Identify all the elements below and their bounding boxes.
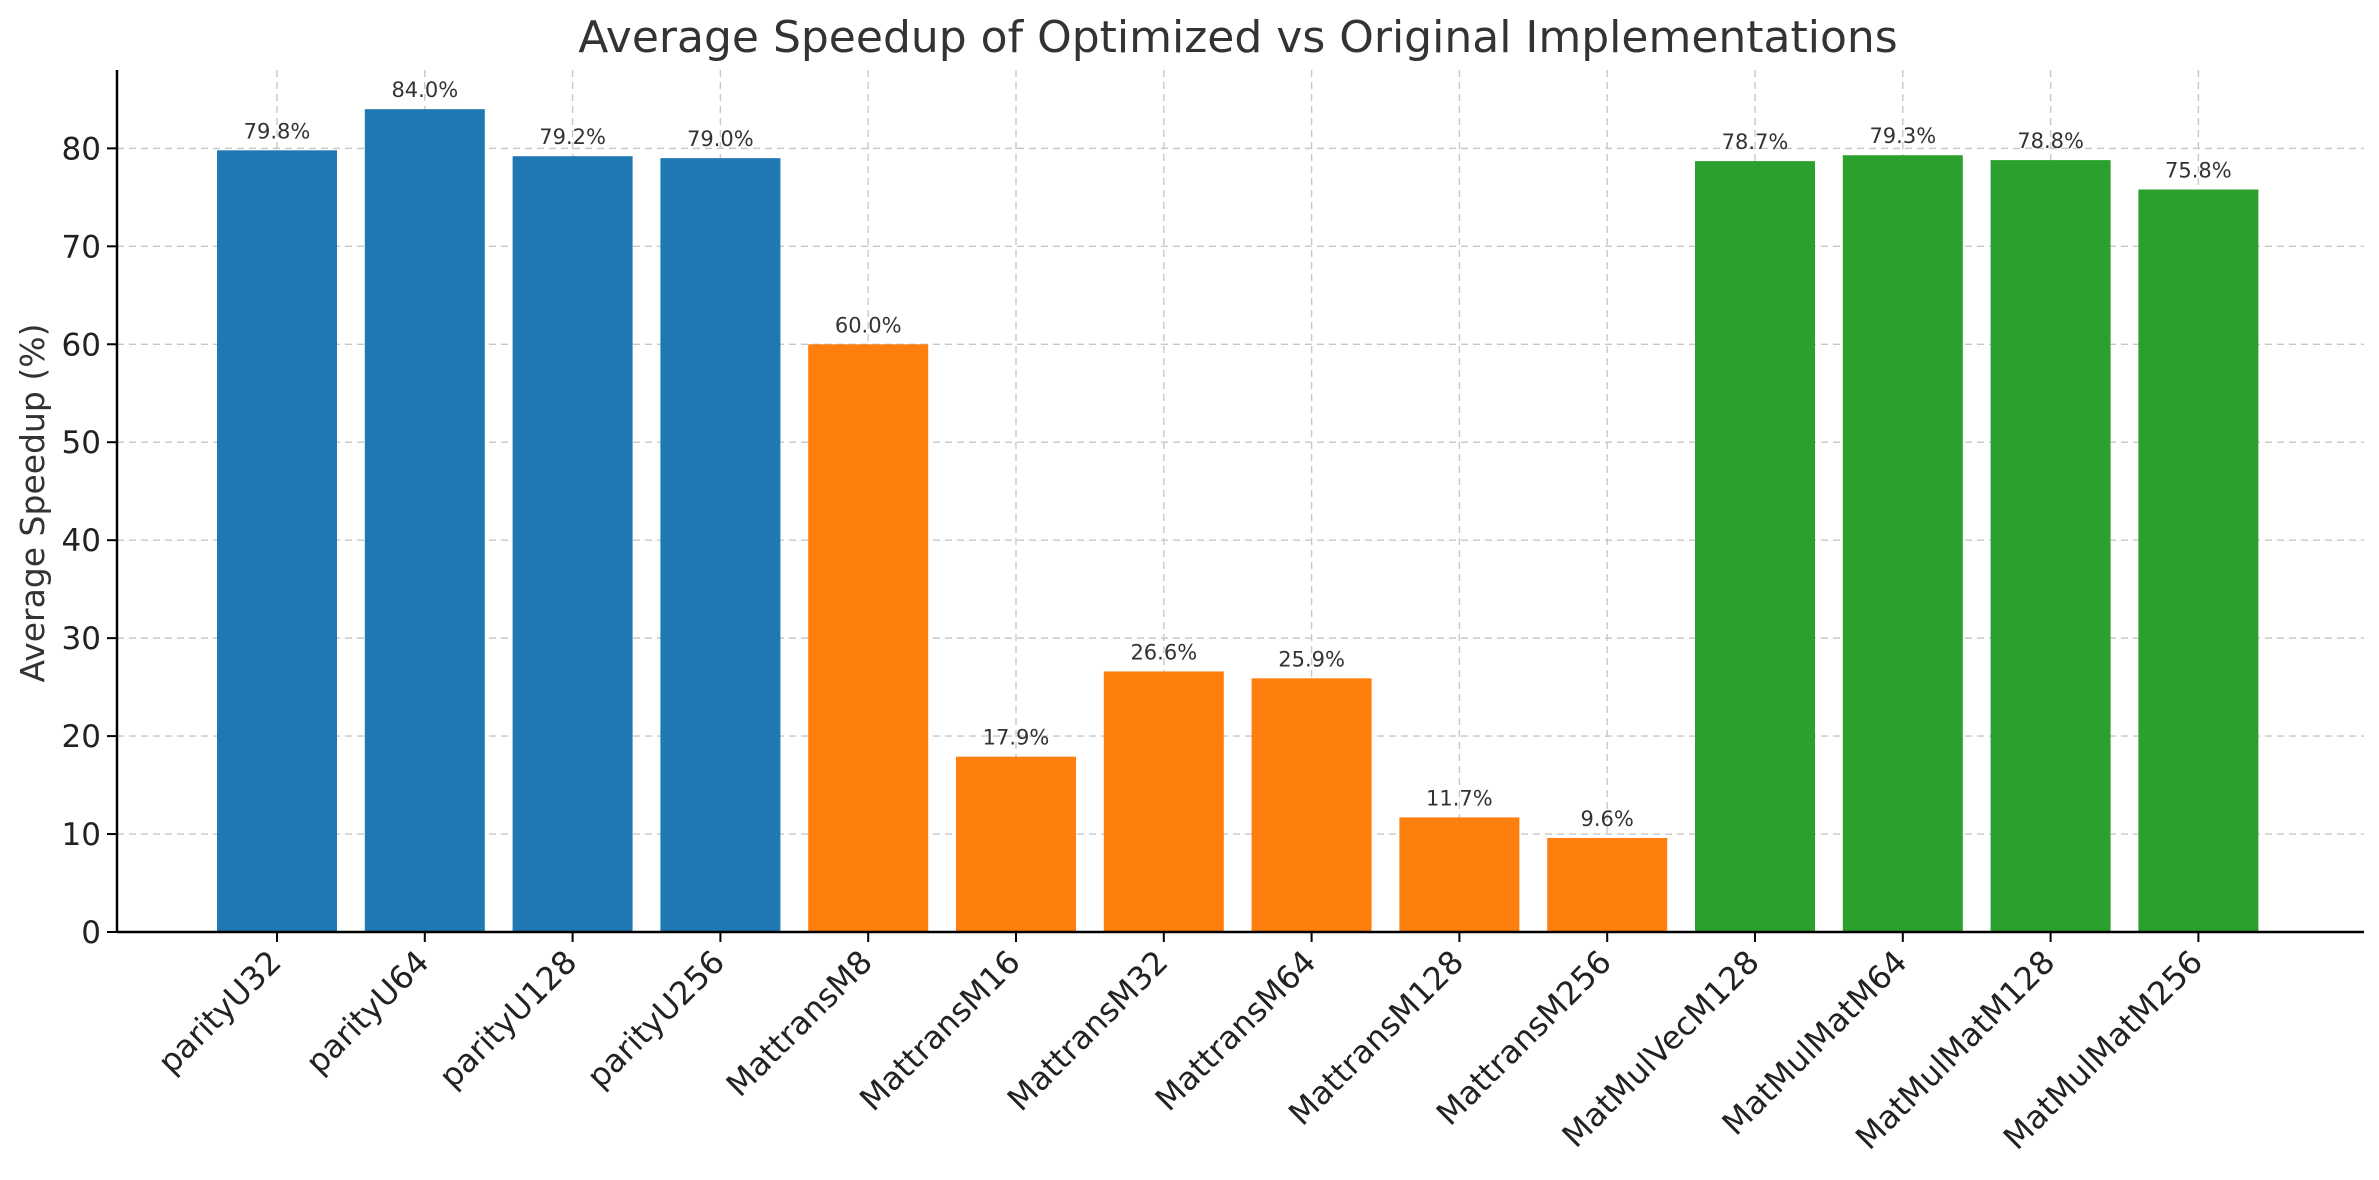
bar-MatMulMatM256 [2138, 189, 2259, 933]
bar-parityU32 [217, 150, 337, 932]
data-label: 79.3% [1869, 124, 1936, 148]
y-tick-label: 10 [62, 817, 101, 853]
y-tick-label: 60 [62, 327, 101, 363]
bar-MattransM32 [1103, 671, 1224, 932]
data-label: 75.8% [2165, 159, 2232, 183]
data-label: 17.9% [983, 726, 1050, 750]
bar-MatMulMatM128 [1990, 160, 2111, 933]
data-label: 60.0% [835, 313, 902, 337]
axes [107, 70, 2364, 942]
y-tick-label: 30 [62, 621, 101, 657]
bar-parityU128 [512, 156, 633, 932]
y-tick-label: 0 [81, 915, 101, 951]
y-tick-label: 40 [62, 523, 101, 559]
chart-title: Average Speedup of Optimized vs Original… [578, 12, 1897, 63]
bar-MatMulMatM64 [1842, 155, 1963, 932]
bar-parityU256 [660, 158, 781, 933]
data-label: 78.8% [2017, 129, 2084, 153]
data-label: 79.8% [244, 119, 311, 143]
bar-MattransM256 [1547, 837, 1668, 932]
data-label: 26.6% [1130, 640, 1197, 664]
x-tick-label: parityU64 [298, 943, 436, 1081]
y-tick-label: 20 [62, 719, 101, 755]
y-axis-label: Average Speedup (%) [13, 324, 52, 683]
x-tick-label: parityU128 [432, 943, 585, 1096]
data-label: 9.6% [1581, 807, 1634, 831]
data-label: 84.0% [391, 78, 458, 102]
bar-MattransM64 [1251, 678, 1372, 932]
grid-lines [117, 70, 2364, 932]
x-tick-label: MattransM8 [719, 943, 880, 1104]
y-tick-labels: 0 10 20 30 40 50 60 70 80 [62, 131, 101, 951]
bar-MattransM8 [808, 344, 929, 933]
data-label: 79.2% [539, 125, 606, 149]
data-label: 78.7% [1722, 130, 1789, 154]
data-label: 79.0% [687, 127, 754, 151]
x-tick-labels: parityU32 parityU64parityU128parityU256Ma… [150, 943, 2210, 1157]
bars [217, 109, 2259, 933]
y-tick-label: 80 [62, 131, 101, 167]
data-label: 11.7% [1426, 786, 1493, 810]
bar-parityU64 [364, 109, 485, 932]
x-tick-label: parityU256 [579, 943, 732, 1096]
x-tick-label: parityU32 [150, 943, 288, 1081]
data-label: 25.9% [1278, 647, 1345, 671]
data-labels: 79.8% 84.0% 79.2% 79.0% 60.0% 17.9% 26.6% 25.9%… [244, 78, 2232, 831]
bar-MatMulVecM128 [1695, 161, 1815, 933]
y-tick-label: 50 [62, 425, 101, 461]
y-tick-label: 70 [62, 229, 101, 265]
bar-MattransM16 [956, 756, 1076, 932]
bar-MattransM128 [1399, 817, 1520, 932]
